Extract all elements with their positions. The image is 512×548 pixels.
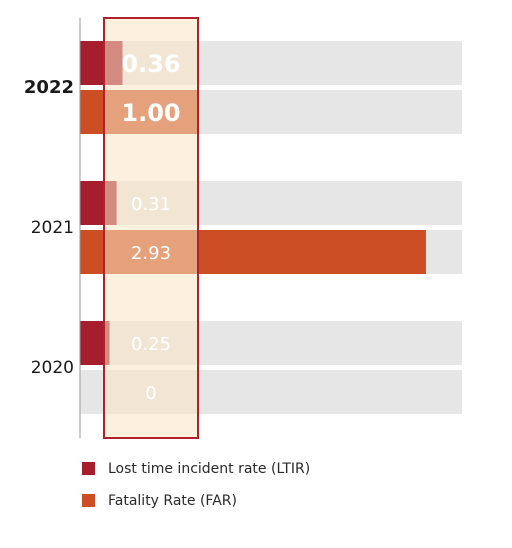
value-labels: 0.36 1.00 0.31 2.93 0.25 0 (121, 50, 180, 404)
highlight-band (103, 17, 199, 439)
legend-label-ltir: Lost time incident rate (LTIR) (108, 461, 310, 477)
legend: Lost time incident rate (LTIR) Fatality R… (82, 461, 310, 509)
category-label-2022: 2022 (24, 77, 74, 98)
category-label-2021: 2021 (31, 218, 74, 238)
category-labels: 2022 2021 2020 (24, 77, 74, 378)
legend-label-far: Fatality Rate (FAR) (108, 493, 237, 509)
category-label-2020: 2020 (31, 358, 74, 378)
value-label-far-2021: 2.93 (131, 243, 171, 264)
legend-swatch-far (82, 494, 95, 507)
value-label-ltir-2021: 0.31 (131, 194, 171, 215)
value-label-ltir-2022: 0.36 (121, 50, 180, 78)
value-label-far-2022: 1.00 (121, 99, 180, 127)
value-label-far-2020: 0 (145, 383, 156, 404)
value-label-ltir-2020: 0.25 (131, 334, 171, 355)
legend-swatch-ltir (82, 462, 95, 475)
